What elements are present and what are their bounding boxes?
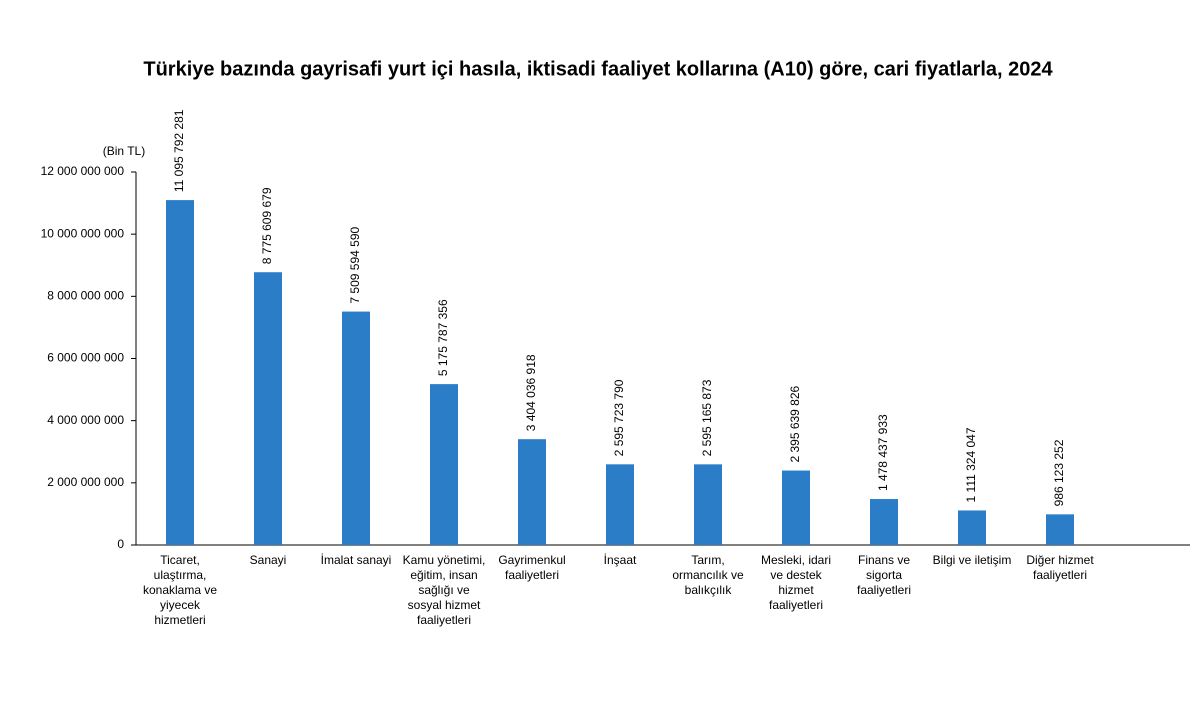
bar <box>342 311 370 545</box>
value-label: 2 595 165 873 <box>700 379 714 456</box>
value-label: 8 775 609 679 <box>260 187 274 264</box>
x-tick-label: Bilgi ve iletişim <box>932 553 1012 567</box>
value-label: 1 111 324 047 <box>964 427 978 502</box>
value-label: 5 175 787 356 <box>436 299 450 376</box>
bar <box>870 499 898 545</box>
x-tick-label: Kamu yönetimi, eğitim, insan sağlığı ve … <box>402 553 486 627</box>
chart-title: Türkiye bazında gayrisafi yurt içi hasıl… <box>143 58 1053 80</box>
bar <box>958 510 986 545</box>
value-label: 2 595 723 790 <box>612 379 626 456</box>
y-tick-label: 2 000 000 000 <box>47 475 124 489</box>
y-tick-label: 6 000 000 000 <box>47 351 124 365</box>
x-tick-label: Finans ve sigorta faaliyetleri <box>856 553 912 597</box>
value-label: 7 509 594 590 <box>348 227 362 304</box>
value-label: 3 404 036 918 <box>524 354 538 431</box>
x-tick-label: Sanayi <box>249 553 287 567</box>
x-tick-label: Gayrimenkul faaliyetleri <box>498 553 566 582</box>
bar <box>606 464 634 545</box>
y-axis-label: (Bin TL) <box>103 144 145 158</box>
y-tick-label: 8 000 000 000 <box>47 289 124 303</box>
bar <box>782 470 810 545</box>
bar <box>694 464 722 545</box>
y-tick-label: 10 000 000 000 <box>41 226 125 240</box>
value-label: 1 478 437 933 <box>876 414 890 491</box>
bar <box>518 439 546 545</box>
bar <box>166 200 194 546</box>
x-tick-label: İmalat sanayi <box>320 553 392 567</box>
x-tick-label: Mesleki, idari ve destek hizmet faaliyet… <box>760 553 832 612</box>
value-label: 986 123 252 <box>1052 439 1066 506</box>
value-label: 11 095 792 281 <box>172 109 186 192</box>
x-tick-label: Ticaret, ulaştırma, konaklama ve yiyecek… <box>142 553 218 627</box>
bar <box>1046 514 1074 545</box>
value-label: 2 395 639 826 <box>788 385 802 462</box>
x-tick-label: İnşaat <box>603 553 637 567</box>
x-tick-label: Diğer hizmet faaliyetleri <box>1026 553 1094 582</box>
y-tick-label: 12 000 000 000 <box>41 164 125 178</box>
bar <box>430 384 458 545</box>
y-tick-label: 4 000 000 000 <box>47 413 124 427</box>
y-tick-label: 0 <box>117 537 124 551</box>
bar <box>254 272 282 545</box>
x-tick-label: Tarım, ormancılık ve balıkçılık <box>672 553 744 597</box>
